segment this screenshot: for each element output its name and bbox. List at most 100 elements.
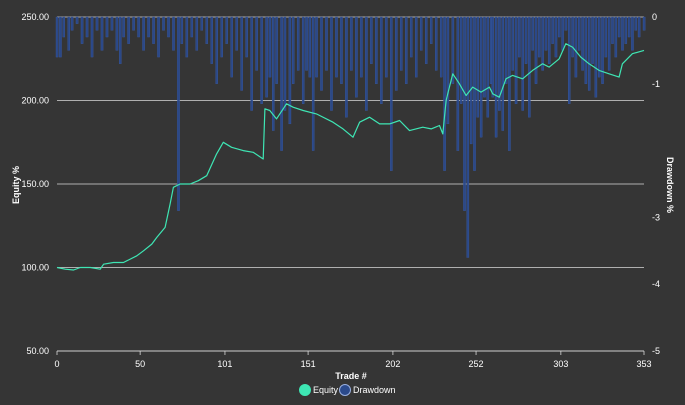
legend-item-drawdown[interactable]: Drawdown — [339, 384, 396, 396]
drawdown-bar — [95, 16, 99, 31]
drawdown-bar — [265, 16, 268, 98]
drawdown-bar — [275, 16, 278, 84]
drawdown-bar — [627, 16, 631, 38]
drawdown-bar — [311, 16, 315, 151]
equity-line — [56, 43, 645, 271]
drawdown-bar — [80, 16, 84, 44]
drawdown-bar — [220, 16, 223, 58]
y-right-tick-label: 0 — [652, 12, 657, 22]
drawdown-bar — [205, 16, 209, 44]
drawdown-bar — [177, 16, 180, 211]
legend-item-equity[interactable]: Equity — [299, 384, 339, 396]
drawdown-bar — [551, 16, 554, 44]
axes: 250.00 200.00 150.00 100.00 50.00 0 -1 -3 -4 -5 0 5… — [21, 12, 660, 369]
drawdown-bar — [508, 16, 511, 151]
drawdown-bar — [195, 16, 199, 51]
y-left-tick-label: 50.00 — [26, 346, 49, 356]
drawdown-bar — [350, 16, 353, 71]
drawdown-bar — [607, 16, 611, 71]
drawdown-bar — [642, 16, 646, 31]
drawdown-bar — [62, 16, 66, 38]
drawdown-bar — [375, 16, 378, 84]
drawdown-bar — [483, 16, 486, 98]
x-tick-label: 101 — [217, 359, 232, 369]
drawdown-bar — [365, 16, 368, 111]
drawdown-bar — [260, 16, 263, 104]
drawdown-bar — [577, 16, 581, 51]
drawdown-bar — [405, 16, 408, 84]
drawdown-bar — [558, 16, 561, 38]
drawdown-bar — [443, 16, 446, 171]
drawdown-bar — [296, 16, 300, 71]
legend-label-equity: Equity — [313, 385, 339, 395]
x-tick-label: 303 — [553, 359, 568, 369]
drawdown-bar — [473, 16, 476, 171]
x-tick-label: 353 — [636, 359, 651, 369]
drawdown-bar — [491, 16, 495, 98]
drawdown-bar — [524, 16, 528, 64]
drawdown-bar — [272, 16, 275, 131]
drawdown-bar — [544, 16, 548, 51]
x-tick-label: 50 — [135, 359, 145, 369]
drawdown-bar — [137, 16, 140, 38]
drawdown-bar — [574, 16, 578, 78]
y-right-tick-label: -4 — [652, 279, 660, 289]
drawdown-bar — [55, 16, 59, 58]
drawdown-bar — [255, 16, 258, 71]
drawdown-bar — [132, 16, 135, 31]
drawdown-bar — [514, 16, 518, 104]
drawdown-bar — [308, 16, 312, 78]
drawdown-bar — [210, 16, 213, 64]
drawdown-bar — [434, 16, 438, 71]
drawdown-bar — [142, 16, 145, 51]
drawdown-bar — [538, 16, 541, 58]
drawdown-bar — [541, 16, 544, 71]
drawdown-bar — [157, 16, 160, 58]
drawdown-bar — [147, 16, 150, 38]
drawdown-bar — [456, 16, 460, 151]
drawdown-bar — [614, 16, 618, 58]
legend: Equity Drawdown — [299, 384, 396, 396]
drawdown-bar — [621, 16, 624, 51]
legend-swatch-equity — [299, 384, 311, 396]
drawdown-bar — [564, 16, 568, 31]
drawdown-bar — [594, 16, 598, 98]
drawdown-bar — [340, 16, 343, 84]
drawdown-bar — [75, 16, 79, 24]
drawdown-bar — [415, 16, 418, 78]
y-axis-right-label: Drawdown % — [665, 157, 675, 213]
legend-label-drawdown: Drawdown — [353, 385, 396, 395]
x-tick-label: 0 — [54, 359, 59, 369]
drawdown-bar — [587, 16, 591, 91]
drawdown-bar — [215, 16, 218, 84]
drawdown-bar — [568, 16, 571, 104]
y-right-tick-label: -5 — [652, 346, 660, 356]
drawdown-bar — [597, 16, 601, 78]
drawdown-bar — [601, 16, 604, 84]
drawdown-bar — [330, 16, 333, 111]
drawdown-bar — [90, 16, 94, 58]
drawdown-bar — [395, 16, 398, 91]
drawdown-series — [55, 16, 646, 258]
drawdown-bar — [110, 16, 114, 31]
drawdown-bar — [528, 16, 531, 118]
drawdown-bar — [554, 16, 558, 58]
drawdown-bar — [280, 16, 283, 151]
drawdown-bar — [115, 16, 119, 51]
drawdown-bar — [152, 16, 155, 44]
drawdown-bar — [494, 16, 498, 138]
drawdown-bar — [548, 16, 551, 64]
drawdown-bar — [459, 16, 463, 104]
drawdown-bar — [584, 16, 588, 84]
drawdown-bar — [501, 16, 505, 131]
drawdown-bar — [345, 16, 348, 118]
drawdown-bar — [185, 16, 189, 58]
drawdown-bar — [291, 16, 295, 84]
drawdown-bar — [105, 16, 109, 38]
drawdown-bar — [100, 16, 104, 51]
drawdown-bar — [420, 16, 423, 51]
drawdown-bar — [200, 16, 204, 31]
drawdown-bar — [119, 16, 122, 64]
